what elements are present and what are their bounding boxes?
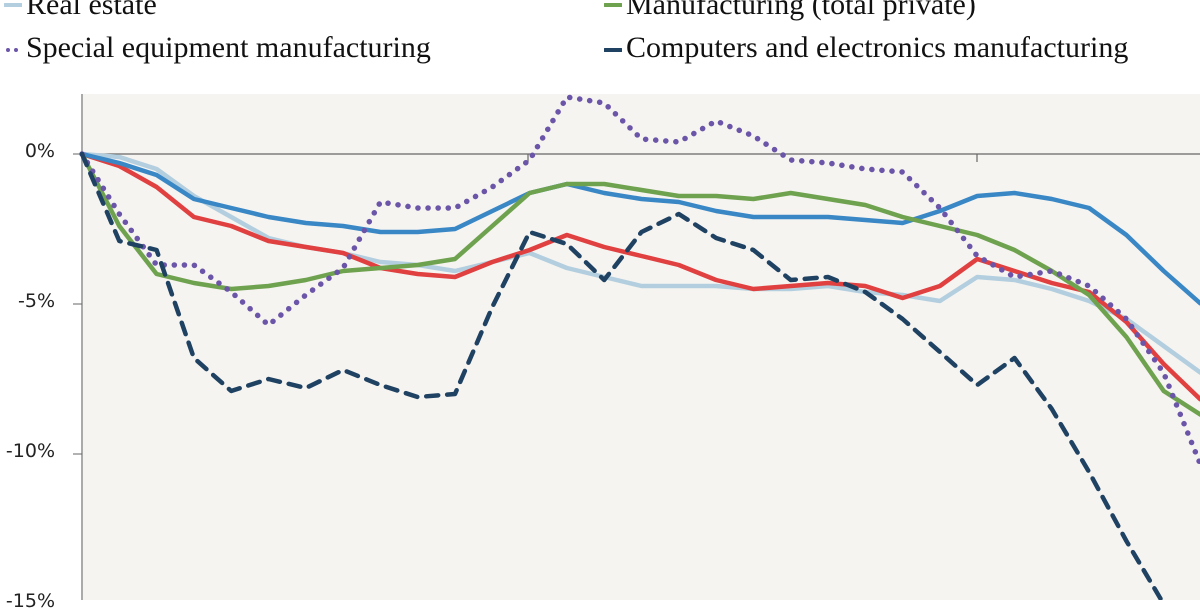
y-tick-label: -10% (0, 440, 55, 462)
y-tick-label: -5% (0, 290, 55, 312)
y-tick-label: -15% (0, 590, 55, 612)
y-tick-label: 0% (0, 140, 55, 162)
plot-background (82, 94, 1200, 600)
